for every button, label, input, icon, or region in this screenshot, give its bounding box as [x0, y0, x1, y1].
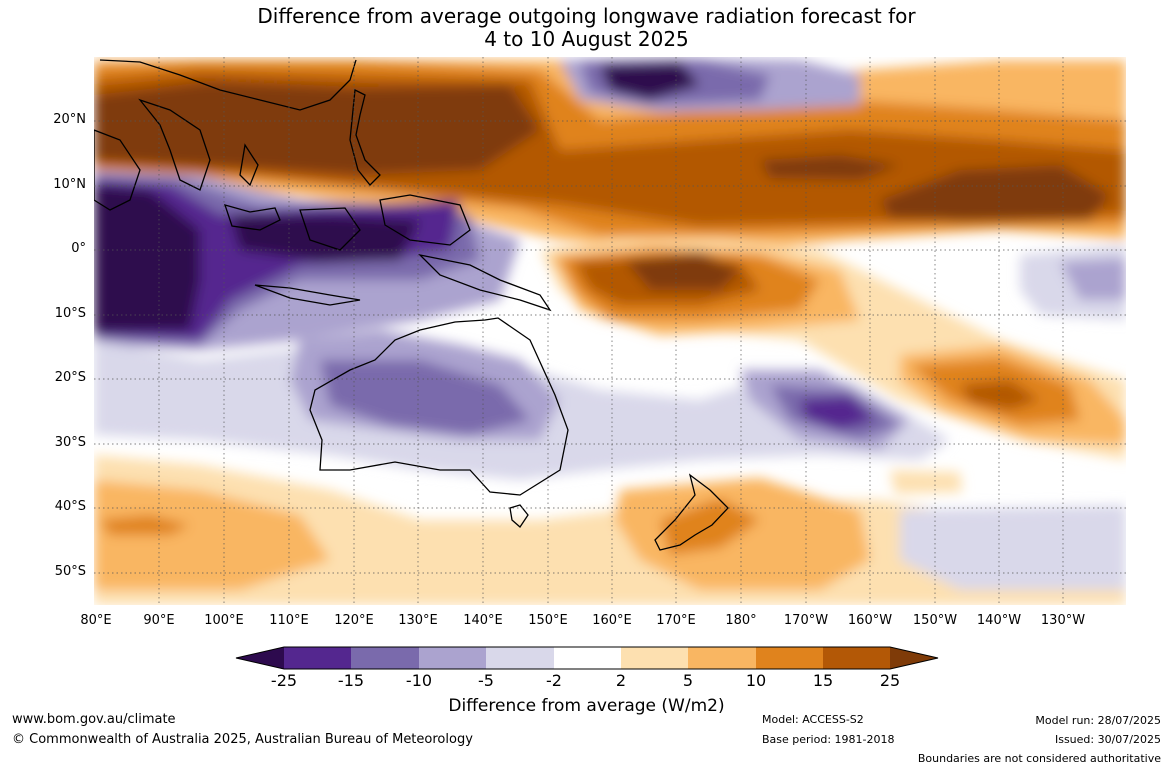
- colorbar-label: -15: [337, 671, 365, 690]
- colorbar-segment-8: [756, 647, 823, 669]
- base-period-text: Base period: 1981-2018: [762, 733, 895, 746]
- lon-label: 160°W: [847, 613, 893, 628]
- lat-label: 0°: [71, 241, 86, 256]
- colorbar-segment-10: [890, 647, 938, 669]
- model-text: Model: ACCESS-S2: [762, 713, 864, 726]
- lon-label: 90°E: [143, 613, 175, 628]
- lon-label: 120°E: [334, 613, 374, 628]
- lon-label: 80°E: [80, 613, 112, 628]
- lat-label: 30°S: [54, 435, 86, 450]
- lon-label: 130°E: [398, 613, 438, 628]
- graticule: [94, 57, 1126, 605]
- lon-label: 140°W: [976, 613, 1022, 628]
- lon-label: 170°E: [656, 613, 696, 628]
- map-title-line1: Difference from average outgoing longwav…: [257, 4, 916, 28]
- colorbar-label: 15: [812, 671, 834, 690]
- colorbar-label: -2: [546, 671, 562, 690]
- lat-label: 10°N: [53, 177, 86, 192]
- lat-label: 10°S: [54, 306, 86, 321]
- lat-label: 40°S: [54, 499, 86, 514]
- colorbar-segment-1: [284, 647, 351, 669]
- colorbar-segment-7: [688, 647, 756, 669]
- anomaly-field: [94, 57, 1126, 605]
- lat-label: 20°S: [54, 370, 86, 385]
- colorbar-segment-4: [486, 647, 554, 669]
- lon-label: 180°: [725, 613, 757, 628]
- colorbar-segment-5: [554, 647, 621, 669]
- colorbar-segment-3: [419, 647, 486, 669]
- colorbar-segment-0: [236, 647, 284, 669]
- colorbar-segment-9: [823, 647, 890, 669]
- lon-label: 140°E: [463, 613, 503, 628]
- colorbar-label: 2: [615, 671, 627, 690]
- lon-label: 150°W: [912, 613, 958, 628]
- lon-label: 110°E: [269, 613, 309, 628]
- model-run-text: Model run: 28/07/2025: [1035, 714, 1161, 727]
- lat-label: 20°N: [53, 112, 86, 127]
- issued-text: Issued: 30/07/2025: [1054, 733, 1161, 746]
- lon-label: 170°W: [783, 613, 829, 628]
- lon-label: 130°W: [1040, 613, 1086, 628]
- colorbar-segment-2: [351, 647, 419, 669]
- colorbar-title: Difference from average (W/m2): [448, 696, 725, 716]
- lon-label: 150°E: [528, 613, 568, 628]
- colorbar-segment-6: [621, 647, 688, 669]
- copyright-text: © Commonwealth of Australia 2025, Austra…: [12, 732, 473, 747]
- colorbar-label: -5: [478, 671, 494, 690]
- colorbar: [235, 646, 939, 670]
- coastlines: [94, 59, 729, 551]
- colorbar-label: -10: [405, 671, 433, 690]
- lon-label: 100°E: [204, 613, 244, 628]
- colorbar-label: 10: [745, 671, 767, 690]
- olr-anomaly-map: [94, 57, 1126, 605]
- colorbar-label: 25: [879, 671, 901, 690]
- lon-label: 160°E: [592, 613, 632, 628]
- colorbar-label: 5: [682, 671, 694, 690]
- lat-label: 50°S: [54, 564, 86, 579]
- map-title-line2: 4 to 10 August 2025: [484, 27, 689, 51]
- colorbar-label: -25: [270, 671, 298, 690]
- website-link[interactable]: www.bom.gov.au/climate: [12, 712, 176, 727]
- disclaimer-text: Boundaries are not considered authoritat…: [917, 752, 1161, 765]
